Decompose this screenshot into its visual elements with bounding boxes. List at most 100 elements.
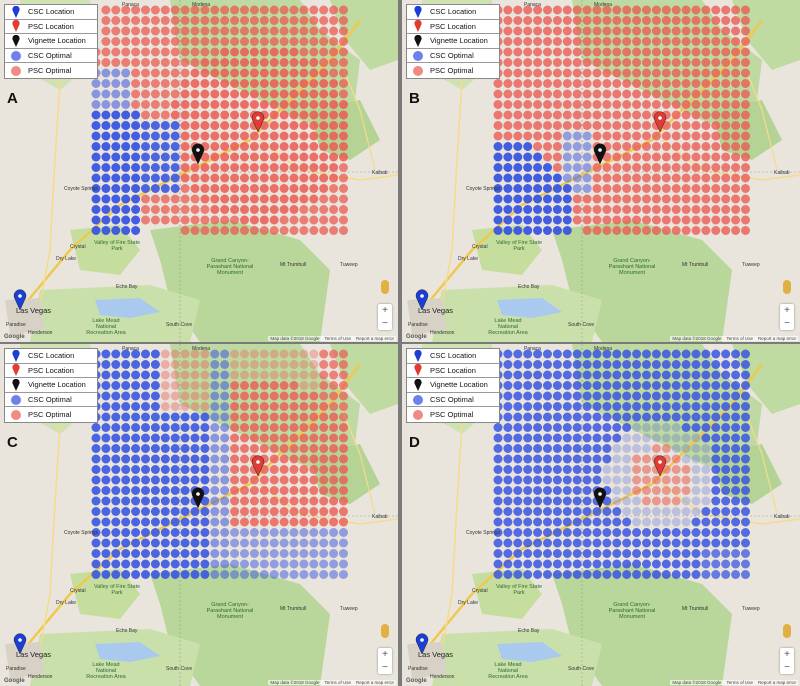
psc-optimal-dot [329,349,339,359]
psc-optimal-dot [259,475,269,485]
psc-optimal-dot [339,496,348,506]
csc-optimal-dot [533,226,543,235]
street-view-pegman-icon[interactable] [783,624,791,638]
csc-optimal-dot [180,486,190,495]
report-error-link[interactable]: Report a map error [355,336,394,341]
psc-optimal-dot [259,360,269,369]
csc-optimal-dot [150,496,160,506]
csc-optimal-dot [160,538,170,548]
label-dry-lake: Dry Lake [458,256,479,262]
psc-optimal-dot [319,26,329,36]
psc-optimal-dot [721,58,731,67]
zoom-out-button[interactable]: − [382,318,388,329]
terms-link[interactable]: Terms of Use [726,336,753,341]
csc-optimal-dot [741,549,750,558]
psc-optimal-dot [572,100,582,109]
psc-optimal-dot [632,475,642,485]
psc-optimal-dot [612,68,622,78]
label-panaca: Panaca [122,2,139,8]
label-modena: Modena [594,2,613,8]
street-view-pegman-icon[interactable] [381,624,389,638]
psc-optimal-dot [220,215,230,225]
map-panel-d[interactable]: Las Vegas Paradise Henderson Valley of F… [402,344,800,686]
psc-optimal-dot [111,26,121,36]
csc-optimal-dot [190,444,200,453]
report-error-link[interactable]: Report a map error [355,680,394,685]
psc-optimal-dot [592,194,602,204]
csc-optimal-dot [721,486,731,495]
zoom-in-button[interactable]: + [382,649,388,660]
psc-optimal-dot [121,5,131,15]
csc-optimal-dot [200,549,210,558]
psc-optimal-dot [671,226,681,235]
csc-optimal-dot [121,517,131,527]
psc-optimal-dot [562,16,572,25]
report-error-link[interactable]: Report a map error [757,336,796,341]
psc-optimal-dot [180,68,190,78]
highway-89 [741,403,778,515]
psc-optimal-dot [523,47,533,57]
terms-link[interactable]: Terms of Use [324,336,351,341]
csc-optimal-dot [131,538,141,548]
psc-optimal-dot [220,100,230,109]
psc-optimal-dot [249,173,259,183]
zoom-out-button[interactable]: − [784,662,790,673]
psc-optimal-dot [602,184,612,193]
psc-optimal-dot [329,381,339,390]
psc-optimal-dot [249,402,259,411]
psc-optimal-dot [190,26,200,36]
street-view-pegman-icon[interactable] [783,280,791,294]
zoom-out-button[interactable]: − [784,318,790,329]
csc-optimal-dot [612,465,622,474]
psc-optimal-dot [319,215,329,225]
csc-optimal-dot [582,391,592,401]
psc-optimal-dot [622,26,632,36]
psc-optimal-dot [180,37,190,46]
psc-optimal-dot [289,423,299,432]
zoom-in-button[interactable]: + [382,305,388,316]
psc-optimal-dot [622,215,632,225]
csc-optimal-dot [651,349,661,359]
csc-optimal-dot [220,444,230,453]
psc-optimal-dot [592,5,602,15]
map-panel-b[interactable]: Las Vegas Paradise Henderson Valley of F… [402,0,800,342]
terms-link[interactable]: Terms of Use [324,680,351,685]
zoom-in-button[interactable]: + [784,649,790,660]
zoom-out-button[interactable]: − [382,662,388,673]
psc-optimal-dot [602,205,612,214]
psc-optimal-dot [279,205,289,214]
psc-optimal-dot [289,370,299,380]
psc-optimal-dot [200,173,210,183]
street-view-pegman-icon[interactable] [381,280,389,294]
csc-optimal-dot [131,360,141,369]
psc-optimal-dot [269,486,279,495]
csc-optimal-dot [602,444,612,453]
label-grand-canyon: Grand Canyon-Parashant National Monument [206,258,254,276]
csc-optimal-dot [651,559,661,569]
psc-optimal-dot [622,58,632,67]
psc-optimal-dot [180,89,190,99]
csc-optimal-dot [299,528,309,537]
map-panel-c[interactable]: Las Vegas Paradise Henderson Valley of F… [0,344,398,686]
psc-optimal-dot [309,360,319,369]
csc-optimal-dot [121,381,131,390]
psc-optimal-dot [299,454,309,464]
psc-optimal-dot [513,26,523,36]
csc-optimal-dot [210,349,220,359]
report-error-link[interactable]: Report a map error [757,680,796,685]
psc-optimal-dot [731,100,741,109]
psc-optimal-dot [319,131,329,141]
label-echo-bay: Echo Bay [518,284,540,290]
psc-optimal-dot [299,37,309,46]
csc-optimal-dot [101,215,111,225]
csc-optimal-dot [299,559,309,569]
terms-link[interactable]: Terms of Use [726,680,753,685]
csc-optimal-dot [533,475,543,485]
zoom-in-button[interactable]: + [784,305,790,316]
map-panel-a[interactable]: Las Vegas Paradise Henderson Valley of F… [0,0,398,342]
label-panaca: Panaca [524,346,541,352]
csc-optimal-dot [91,184,101,193]
psc-optimal-dot [101,47,111,57]
psc-optimal-dot [503,58,513,67]
csc-optimal-dot [711,507,721,516]
